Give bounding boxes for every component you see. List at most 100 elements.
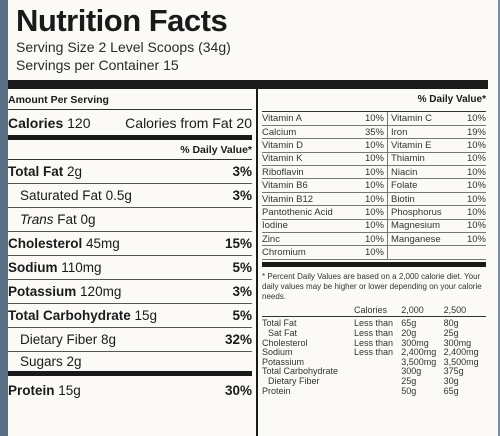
reference-cell: Protein xyxy=(262,385,291,396)
reference-cell: Potassium xyxy=(262,356,305,367)
calories-from-fat: Calories from Fat 20 xyxy=(125,115,252,131)
reference-cell: 375g xyxy=(443,366,464,377)
calories-value: Calories 120 xyxy=(8,115,91,131)
nutrient-row-sugars: Sugars 2g xyxy=(8,352,252,376)
vitamin-row: Vitamin B6 10% Folate 10% xyxy=(262,178,486,193)
vitamin-name: Iron xyxy=(387,125,461,140)
reference-row: Calories 2,000 2,500 xyxy=(262,305,486,318)
reference-cell: 80g xyxy=(443,318,459,329)
vitamin-name: Vitamin K xyxy=(262,152,358,167)
reference-cell: 25g xyxy=(401,375,417,386)
vitamin-percent: 19% xyxy=(460,125,486,140)
calories-row: Calories 120 Calories from Fat 20 xyxy=(8,110,252,140)
vitamin-name: Vitamin A xyxy=(262,112,358,126)
vitamin-percent: 10% xyxy=(357,152,388,167)
vitamin-name: Vitamin B6 xyxy=(262,178,358,193)
vitamin-percent: 10% xyxy=(460,138,486,153)
vitamin-percent: 10% xyxy=(460,165,486,180)
vitamin-percent: 10% xyxy=(357,165,388,180)
reference-cell xyxy=(262,305,354,318)
reference-cell: Less than xyxy=(354,337,394,348)
reference-cell: Cholesterol xyxy=(262,337,308,348)
vitamin-percent: 10% xyxy=(460,192,486,207)
vitamin-name: Thiamin xyxy=(387,152,461,167)
vitamin-percent: 10% xyxy=(357,232,388,247)
vitamin-name xyxy=(387,245,461,260)
reference-cell: 2,500 xyxy=(443,305,486,318)
nutrient-row-cholesterol: Cholesterol 45mg 15% xyxy=(8,232,252,256)
vitamin-name: Chromium xyxy=(262,245,358,260)
vitamin-name: Iodine xyxy=(262,219,358,234)
vitamin-percent: 10% xyxy=(357,205,388,220)
vitamin-name: Vitamin E xyxy=(387,138,461,153)
reference-cell: Less than xyxy=(354,327,394,338)
vitamin-row: Pantothenic Acid 10% Phosphorus 10% xyxy=(262,205,486,220)
reference-cell: 20g xyxy=(401,327,417,338)
vitamin-percent: 10% xyxy=(357,178,388,193)
nutrient-row-dietary-fiber: Dietary Fiber 8g 32% xyxy=(8,328,252,352)
vitamin-percent: 10% xyxy=(460,205,486,220)
reference-row: Sat Fat Less than 20g 25g xyxy=(262,327,486,339)
vitamin-percent: 10% xyxy=(357,192,388,207)
serving-size: Serving Size 2 Level Scoops (34g) xyxy=(16,39,231,55)
reference-cell: Sat Fat xyxy=(268,327,298,338)
reference-row: Cholesterol Less than 300mg 300mg xyxy=(262,337,486,349)
vitamin-name: Magnesium xyxy=(387,219,461,234)
reference-cell: Less than xyxy=(354,318,394,329)
label-title: Nutrition Facts xyxy=(16,3,228,38)
reference-cell: 3,500mg xyxy=(443,356,479,367)
reference-row: Total Fat Less than 65g 80g xyxy=(262,317,486,329)
vitamin-row: Vitamin D 10% Vitamin E 10% xyxy=(262,138,486,153)
reference-cell: 2,400mg xyxy=(443,347,479,358)
reference-cell: 300g xyxy=(401,366,422,377)
nutrients-column: Amount Per Serving Calories 120 Calories… xyxy=(8,90,252,404)
vitamin-percent: 10% xyxy=(460,219,486,234)
reference-row: Sodium Less than 2,400mg 2,400mg xyxy=(262,348,486,358)
vitamin-percent xyxy=(460,245,486,260)
vitamin-row: Calcium 35% Iron 19% xyxy=(262,125,486,140)
vitamin-name: Biotin xyxy=(387,192,461,207)
reference-cell: 30g xyxy=(443,375,459,386)
reference-row: Dietary Fiber 25g 30g xyxy=(262,375,486,387)
reference-cell: 300mg xyxy=(401,337,429,348)
reference-cell: 50g xyxy=(401,385,417,396)
vitamin-row: Iodine 10% Magnesium 10% xyxy=(262,219,486,234)
vitamins-daily-value-header: % Daily Value* xyxy=(262,90,486,112)
vitamin-name: Pantothenic Acid xyxy=(262,205,358,220)
reference-row: Total Carbohydrate 300g 375g xyxy=(262,367,486,377)
reference-cell: Less than xyxy=(354,347,394,358)
vitamin-row: Vitamin A 10% Vitamin C 10% xyxy=(262,112,486,126)
vitamin-name: Vitamin D xyxy=(262,138,358,153)
reference-cell: 65g xyxy=(401,318,417,329)
vitamin-percent: 10% xyxy=(460,232,486,247)
vitamin-name: Manganese xyxy=(387,232,461,247)
nutrient-row-protein: Protein 15g 30% xyxy=(8,382,252,398)
vitamin-percent: 10% xyxy=(460,178,486,193)
vitamin-name: Calcium xyxy=(262,125,358,140)
vitamin-row: Riboflavin 10% Niacin 10% xyxy=(262,165,486,180)
vitamin-row: Zinc 10% Manganese 10% xyxy=(262,232,486,247)
servings-per-container: Servings per Container 15 xyxy=(16,57,179,73)
reference-cell xyxy=(354,367,401,377)
vitamin-percent: 10% xyxy=(357,138,388,153)
reference-cell xyxy=(354,377,401,387)
reference-cell: 65g xyxy=(443,385,459,396)
vitamins-column: % Daily Value* Vitamin A 10% Vitamin C 10% C… xyxy=(262,90,486,396)
amount-per-serving: Amount Per Serving xyxy=(8,90,252,110)
vitamin-name: Zinc xyxy=(262,232,358,247)
reference-cell: Sodium xyxy=(262,347,293,358)
vitamins-table: Vitamin A 10% Vitamin C 10% Calcium 35% Iron 19… xyxy=(262,112,486,260)
nutrient-row-total-fat: Total Fat 2g 3% xyxy=(8,160,252,184)
reference-cell: 300mg xyxy=(443,337,472,348)
reference-cell: Total Fat xyxy=(262,318,297,329)
vitamin-name: Phosphorus xyxy=(387,205,461,220)
vitamin-percent: 10% xyxy=(460,152,486,167)
vitamin-name: Vitamin C xyxy=(387,112,461,126)
reference-row: Potassium 3,500mg 3,500mg xyxy=(262,356,486,368)
daily-value-footnote: * Percent Daily Values are based on a 2,… xyxy=(262,261,486,302)
vitamin-percent: 10% xyxy=(357,245,388,260)
nutrient-row-trans-fat: Trans Fat 0g xyxy=(8,208,252,232)
vitamin-row: Vitamin K 10% Thiamin 10% xyxy=(262,152,486,167)
vitamin-percent: 10% xyxy=(357,112,388,126)
reference-cell: 25g xyxy=(443,327,459,338)
